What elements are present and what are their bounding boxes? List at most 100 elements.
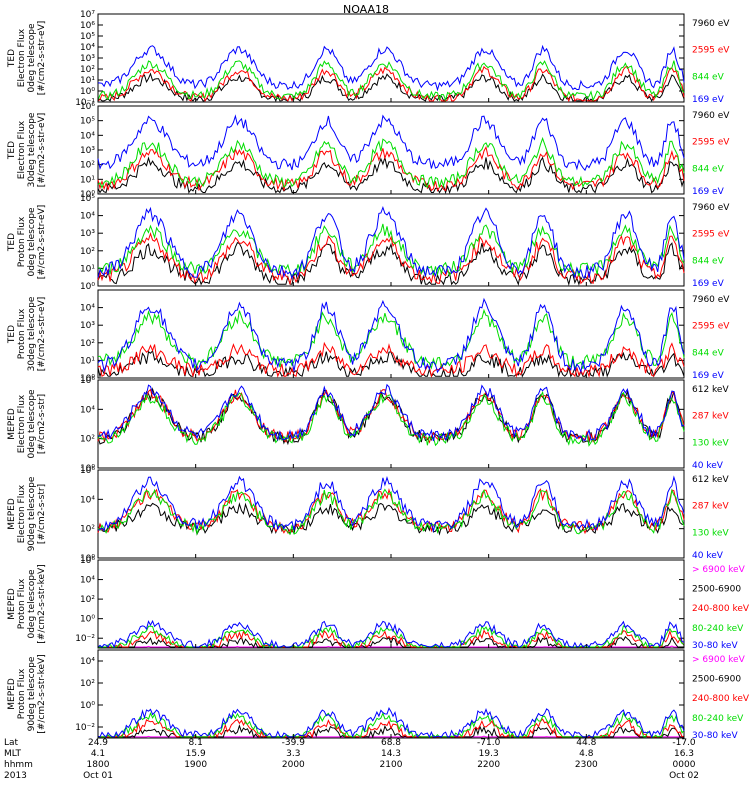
legend-entry: 169 eV	[692, 279, 725, 289]
panel-frame	[97, 13, 685, 103]
y-axis-label: [#/cm2-s-str-keV]	[37, 564, 47, 643]
series-line	[97, 223, 685, 278]
y-tick-label: 10⁻²	[75, 634, 95, 644]
series-line	[97, 72, 685, 103]
panel-ted-p-0: 10⁰ 10¹ 10² 10³ 10⁴ 10⁵ TED Proton Flux 0deg tel…	[7, 194, 730, 292]
panel-ted-e-90: 10⁰ 10¹ 10² 10³ 10⁴ 10⁵ 10⁶ TED Electron Flux 30d…	[7, 102, 730, 200]
y-axis-label: Electron Flux	[17, 120, 27, 179]
y-tick-label: 10⁶	[80, 376, 95, 386]
series-line	[97, 475, 685, 533]
series-line	[97, 231, 685, 286]
y-tick-label: 10³	[80, 54, 95, 64]
y-tick-label: 10⁰	[80, 282, 95, 292]
y-tick-label: 10²	[80, 247, 95, 257]
series-line	[97, 145, 685, 192]
legend-entry: 2500-6900	[692, 675, 741, 685]
x-tick-label: 3.3	[286, 749, 300, 759]
y-tick-label: 10⁻²	[75, 723, 95, 733]
series-line	[97, 44, 685, 92]
legend-entry: 287 keV	[692, 412, 729, 422]
series-line	[97, 383, 685, 442]
y-tick-label: 10⁰	[80, 87, 95, 97]
series-line	[97, 136, 685, 189]
y-tick-label: 10²	[80, 435, 95, 445]
y-tick-label: 10³	[80, 229, 95, 239]
legend-entry: 80-240 keV	[692, 714, 744, 724]
y-tick-label: 10⁶	[80, 466, 95, 476]
y-tick-label: 10³	[80, 146, 95, 156]
y-axis-label: [#/cm2-s-str]	[37, 394, 47, 454]
legend-entry: 169 eV	[692, 187, 725, 197]
x-tick-label: -71.0	[477, 738, 501, 748]
y-tick-label: 10²	[80, 525, 95, 535]
legend-entry: 240-800 keV	[692, 694, 750, 704]
x-tick-label: 16.3	[674, 749, 694, 759]
y-tick-label: 10⁴	[80, 212, 95, 222]
x-tick-label: 4.8	[579, 749, 594, 759]
y-tick-label: 10⁰	[80, 554, 95, 564]
x-tick-label: 68.8	[381, 738, 401, 748]
series-line	[97, 388, 685, 444]
x-axis-row-label: MLT	[4, 749, 22, 759]
x-tick-label: 2300	[575, 760, 598, 770]
legend-entry: 169 eV	[692, 371, 725, 381]
y-tick-label: 10²	[80, 161, 95, 171]
y-tick-label: 10²	[80, 339, 95, 349]
legend-entry: 30-80 keV	[692, 641, 738, 651]
legend-entry: 7960 eV	[692, 111, 730, 121]
x-tick-label: 2000	[282, 760, 305, 770]
panel-frame	[97, 105, 685, 195]
legend-entry: 844 eV	[692, 72, 725, 82]
legend-entry: 844 eV	[692, 348, 725, 358]
panel-frame	[97, 559, 685, 649]
y-tick-label: 10⁷	[80, 10, 95, 20]
y-tick-label: 10⁵	[80, 194, 95, 204]
y-axis-label: TED	[7, 49, 17, 68]
legend-entry: 612 keV	[692, 385, 729, 395]
series-line	[97, 707, 685, 739]
y-axis-label: Electron Flux	[17, 394, 27, 453]
panel-meped-e-90: 10⁰ 10² 10⁴ 10⁶ MEPED Electron Flux 90deg tele…	[7, 466, 729, 564]
y-axis-label: TED	[7, 233, 17, 252]
legend-entry: 2595 eV	[692, 138, 730, 148]
y-axis-label: Electron Flux	[17, 484, 27, 543]
x-tick-label: 8.1	[189, 738, 203, 748]
series-line	[97, 502, 685, 536]
y-tick-label: 10⁴	[80, 43, 95, 53]
legend-entry: 240-800 keV	[692, 604, 750, 614]
panel-frame	[97, 649, 685, 739]
x-tick-label: -39.9	[282, 738, 306, 748]
chart-title: NOAA18	[343, 3, 389, 16]
y-tick-label: 10⁴	[80, 304, 95, 314]
y-tick-label: 10⁰	[80, 701, 95, 711]
y-axis-label: TED	[7, 325, 17, 344]
legend-entry: > 6900 keV	[692, 655, 746, 665]
y-tick-label: 10⁵	[80, 117, 95, 127]
legend-entry: 7960 eV	[692, 203, 730, 213]
y-axis-label: [#/cm2-s-str-keV]	[37, 654, 47, 733]
y-axis-label: [#/cm2-s-str-eV]	[37, 297, 47, 372]
legend-entry: 2595 eV	[692, 230, 730, 240]
y-tick-label: 10⁶	[80, 21, 95, 31]
y-tick-label: 10⁻¹	[75, 98, 95, 108]
y-tick-label: 10⁶	[80, 556, 95, 566]
legend-entry: 30-80 keV	[692, 731, 738, 741]
x-tick-label: 2100	[380, 760, 403, 770]
x-axis-row-label: hhmm	[4, 760, 33, 770]
panel-meped-p-0: 10⁻² 10⁰ 10² 10⁴ 10⁶ MEPED Proton Flux 0deg tel…	[7, 556, 750, 651]
y-axis-label: 0deg telescope	[27, 23, 37, 93]
legend-entry: 2595 eV	[692, 322, 730, 332]
y-axis-label: 0deg telescope	[27, 207, 37, 277]
series-line	[97, 60, 685, 102]
y-tick-label: 10¹	[80, 264, 95, 274]
y-tick-label: 10¹	[80, 356, 95, 366]
y-tick-label: 10⁴	[80, 405, 95, 415]
series-line	[97, 308, 685, 370]
y-axis-label: [#/cm2-s-str-eV]	[37, 205, 47, 280]
x-tick-label: 14.3	[381, 749, 401, 759]
y-axis-label: Electron Flux	[17, 28, 27, 87]
x-tick-label: 4.1	[91, 749, 105, 759]
legend-entry: > 6900 keV	[692, 565, 746, 575]
